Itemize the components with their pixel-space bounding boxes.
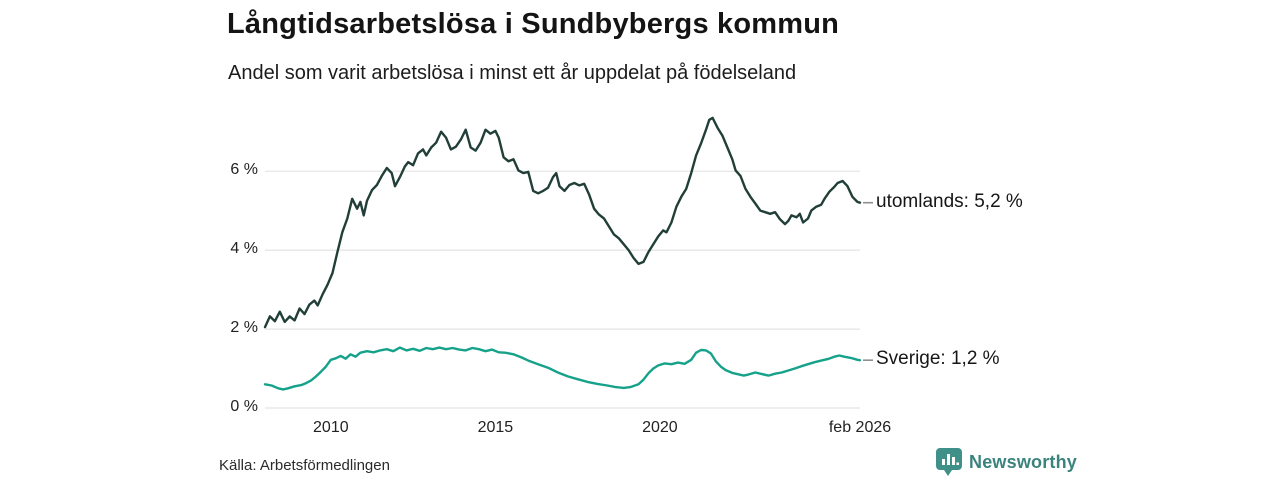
y-axis-tick-label: 4 % [230, 240, 258, 258]
y-axis-tick-label: 0 % [230, 398, 258, 415]
source-note: Källa: Arbetsförmedlingen [219, 457, 390, 474]
page-subtitle: Andel som varit arbetslösa i minst ett å… [228, 62, 797, 84]
bar-chart-bubble-icon [936, 448, 962, 476]
newsworthy-branding: Newsworthy [936, 448, 1077, 477]
y-axis-tick-label: 2 % [230, 319, 258, 337]
x-axis-tick-label: 2020 [642, 419, 678, 436]
y-axis-tick-label: 6 % [230, 161, 258, 179]
series-end-label-sverige: Sverige: 1,2 % [876, 348, 1000, 370]
x-axis-tick-label: 2010 [313, 419, 349, 436]
x-axis-tick-label: feb 2026 [828, 419, 892, 436]
page-title: Långtidsarbetslösa i Sundbybergs kommun [227, 8, 840, 40]
x-axis-tick-label: 2015 [477, 419, 514, 436]
series-line-utomlands [263, 116, 862, 329]
brand-name: Newsworthy [969, 452, 1078, 472]
series-line-Sverige [263, 346, 862, 391]
series-end-label-utomlands: utomlands: 5,2 % [876, 190, 1023, 212]
